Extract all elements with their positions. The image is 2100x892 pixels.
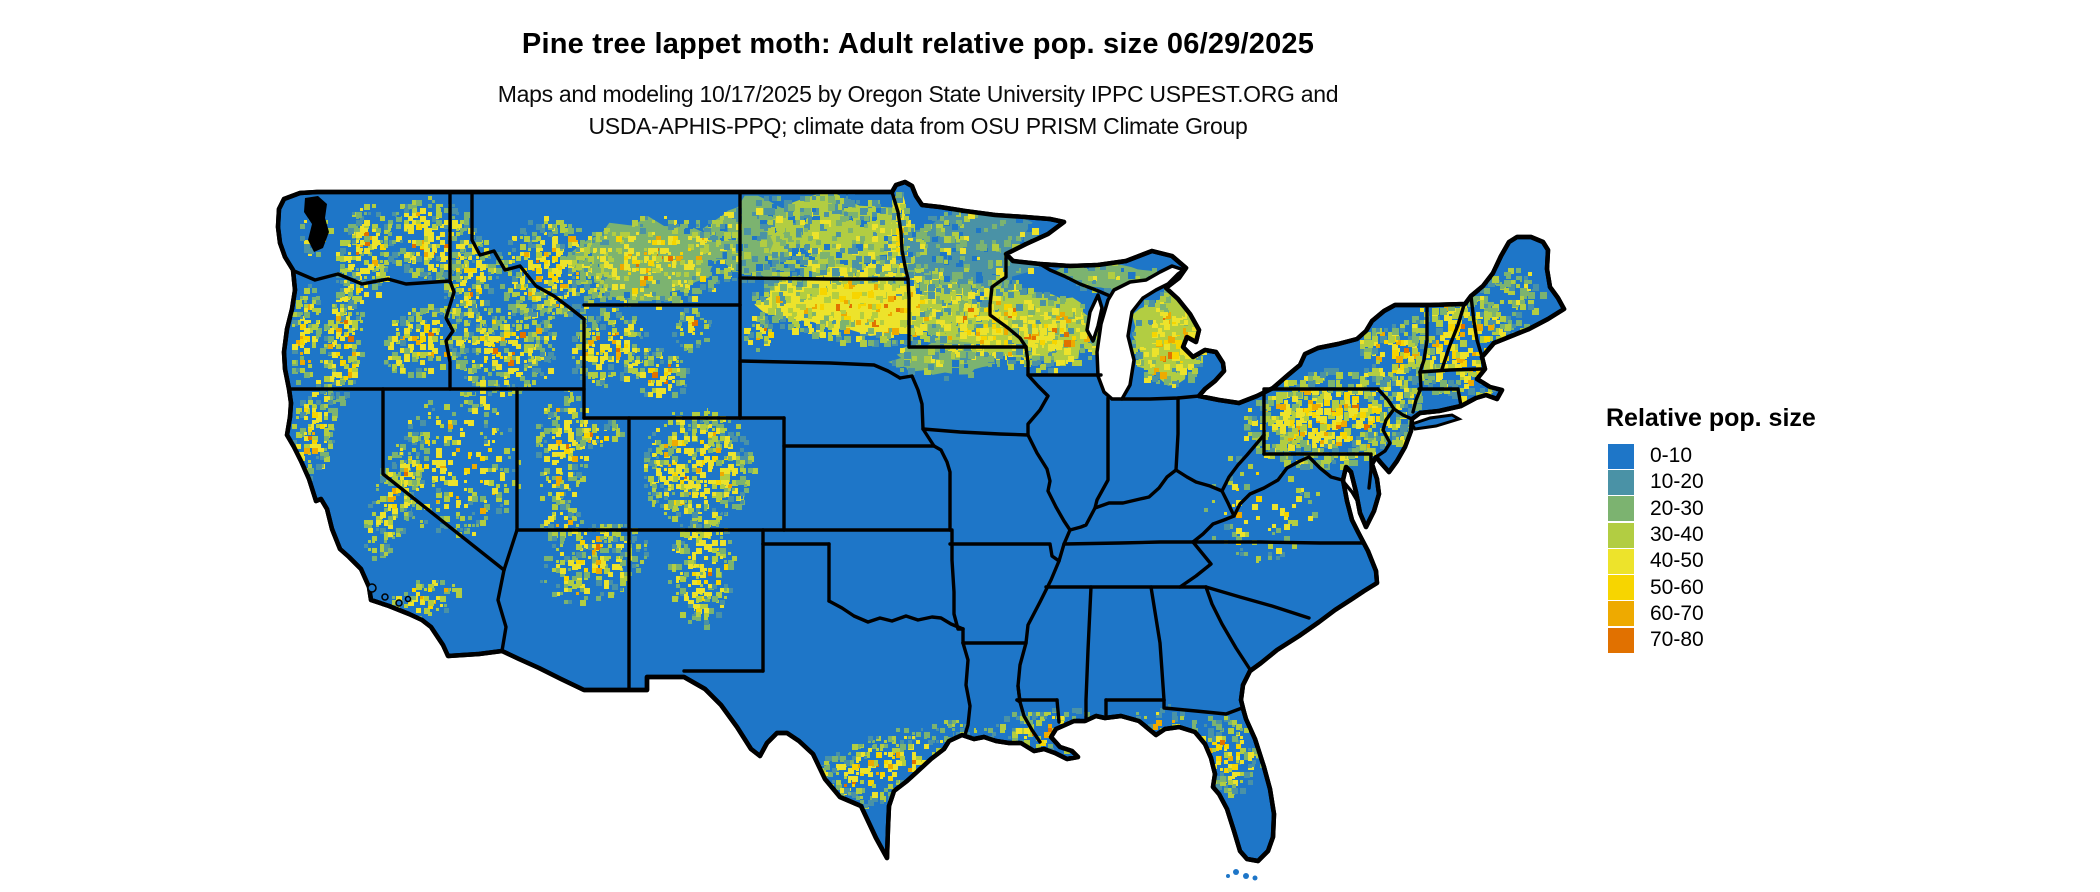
legend-swatch-10-20 (1608, 469, 1634, 495)
map-title: Pine tree lappet moth: Adult relative po… (521, 28, 1315, 60)
map-subtitle: Maps and modeling 10/17/2025 by Oregon S… (0, 78, 1836, 142)
legend-swatch-40-50 (1608, 548, 1634, 574)
legend-swatch-70-80 (1608, 627, 1634, 653)
legend-row: 0-10 (1608, 443, 1816, 469)
channel-islands (404, 595, 412, 603)
channel-islands (395, 599, 403, 607)
long-island (1409, 413, 1463, 431)
legend-label: 40-50 (1650, 549, 1704, 573)
legend-row: 60-70 (1608, 601, 1816, 627)
puget-sound (304, 196, 329, 252)
legend-row: 20-30 (1608, 496, 1816, 522)
map-subtitle-line1: Maps and modeling 10/17/2025 by Oregon S… (497, 81, 1339, 107)
great-lakes (1095, 264, 1186, 401)
florida-keys (1226, 874, 1230, 878)
legend-swatch-0-10 (1608, 443, 1634, 469)
population-raster (292, 192, 1547, 818)
legend-label: 60-70 (1650, 601, 1704, 625)
legend-swatch-30-40 (1608, 522, 1634, 548)
florida-keys (1233, 869, 1239, 875)
legend-label: 70-80 (1650, 628, 1704, 652)
great-lakes (1085, 293, 1104, 343)
legend-swatch-50-60 (1608, 575, 1634, 601)
legend-label: 0-10 (1650, 444, 1693, 468)
legend-swatch-60-70 (1608, 601, 1634, 627)
legend-row: 70-80 (1608, 627, 1816, 653)
legend-row: 10-20 (1608, 469, 1816, 495)
legend-label: 30-40 (1650, 523, 1704, 547)
legend-label: 20-30 (1650, 496, 1704, 520)
channel-islands (367, 583, 377, 593)
channel-islands (381, 593, 389, 601)
legend-row: 30-40 (1608, 522, 1816, 548)
florida-keys (1243, 873, 1249, 879)
legend-title: Relative pop. size (1606, 404, 1816, 432)
legend-rows: 0-10 10-20 20-30 30-40 40-50 50-60 60-70 70-80 (1608, 443, 1816, 653)
florida-keys (1252, 875, 1258, 881)
legend-swatch-20-30 (1608, 496, 1634, 522)
legend-row: 50-60 (1608, 574, 1816, 601)
map-subtitle-line2: USDA-APHIS-PPQ; climate data from OSU PR… (588, 113, 1248, 139)
title-block: Pine tree lappet moth: Adult relative po… (0, 26, 1836, 142)
legend-label: 50-60 (1650, 575, 1704, 599)
legend-row: 40-50 (1608, 548, 1816, 574)
legend: Relative pop. size 0-10 10-20 20-30 30-40 40… (1606, 404, 1816, 653)
legend-label: 10-20 (1650, 470, 1704, 494)
